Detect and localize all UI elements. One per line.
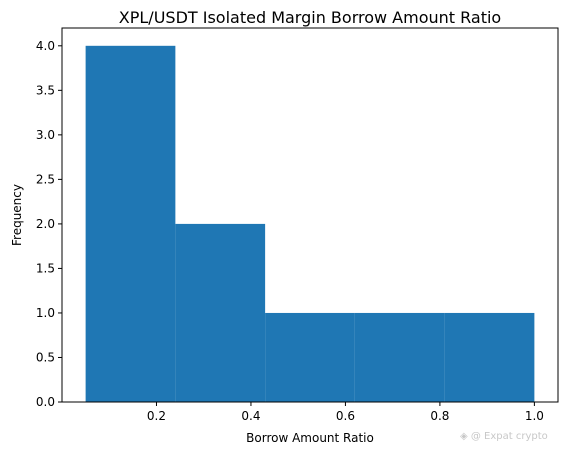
y-tick-label: 4.0 bbox=[36, 39, 55, 53]
histogram-bar-5 bbox=[444, 312, 535, 402]
chart-title: XPL/USDT Isolated Margin Borrow Amount R… bbox=[119, 8, 501, 27]
x-tick-label: 1.0 bbox=[525, 409, 544, 423]
y-tick-label: 3.0 bbox=[36, 128, 55, 142]
y-tick-label: 2.5 bbox=[36, 172, 55, 186]
y-tick-label: 1.5 bbox=[36, 261, 55, 275]
x-axis-ticks: 0.2 0.4 0.6 0.8 1.0 bbox=[147, 402, 544, 423]
x-tick-label: 0.4 bbox=[241, 409, 260, 423]
y-tick-label: 2.0 bbox=[36, 217, 55, 231]
histogram-bar-1 bbox=[85, 45, 176, 403]
y-axis-label: Frequency bbox=[10, 184, 24, 246]
x-tick-label: 0.6 bbox=[336, 409, 355, 423]
plot-frame bbox=[61, 27, 559, 403]
y-tick-label: 0.5 bbox=[36, 350, 55, 364]
histogram-bar-4 bbox=[354, 312, 445, 402]
bars-group bbox=[85, 45, 535, 403]
x-axis-label: Borrow Amount Ratio bbox=[246, 431, 374, 445]
histogram-bar-2 bbox=[175, 223, 266, 402]
watermark-text: ◈ @ Expat crypto bbox=[460, 431, 548, 442]
x-tick-label: 0.8 bbox=[430, 409, 449, 423]
histogram-bar-3 bbox=[265, 312, 355, 402]
y-tick-label: 1.0 bbox=[36, 306, 55, 320]
x-tick-label: 0.2 bbox=[147, 409, 166, 423]
y-tick-label: 0.0 bbox=[36, 395, 55, 409]
y-axis-ticks: 0.0 0.5 1.0 1.5 2.0 2.5 3.0 3.5 4.0 bbox=[36, 39, 62, 409]
y-tick-label: 3.5 bbox=[36, 83, 55, 97]
